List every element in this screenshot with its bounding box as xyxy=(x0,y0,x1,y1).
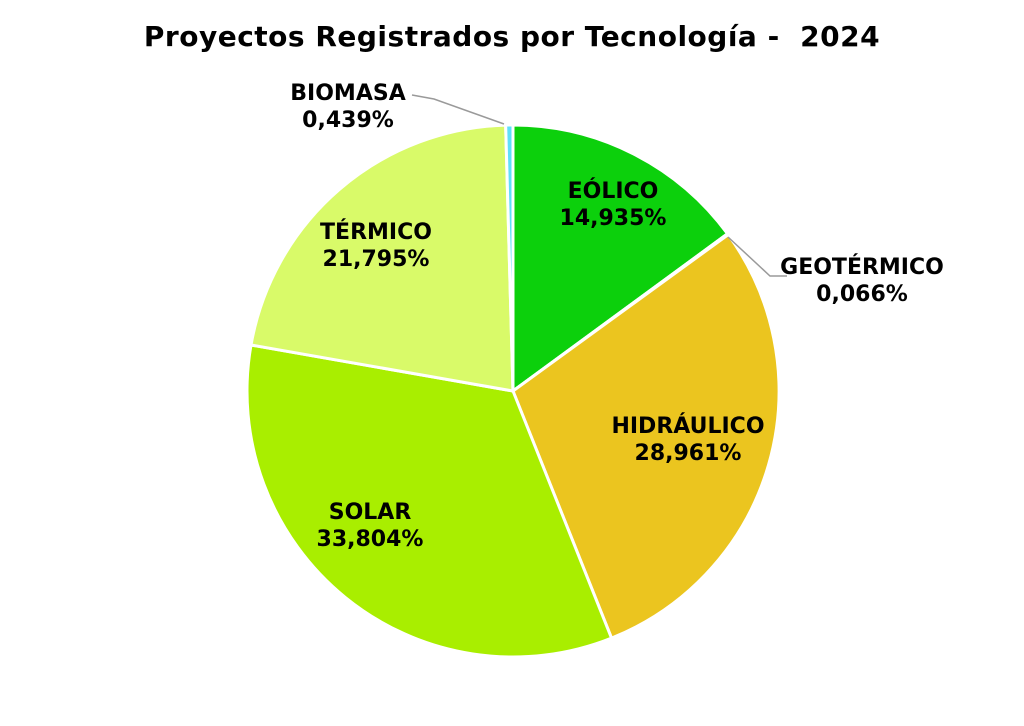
geotermico-leader-line xyxy=(727,236,787,277)
slice-name: SOLAR xyxy=(328,500,412,525)
pie-slice-hidraulico xyxy=(511,233,781,640)
slice-percent: 0,439% xyxy=(302,108,394,133)
biomasa-leader-line xyxy=(411,94,505,125)
slice-percent: 33,804% xyxy=(316,527,424,552)
slice-name: HIDRÁULICO xyxy=(611,414,765,439)
slice-label-biomasa: BIOMASA 0,439% xyxy=(290,80,405,134)
slice-label-geotermico: GEOTÉRMICO 0,066% xyxy=(780,254,944,308)
slice-percent: 28,961% xyxy=(634,441,742,466)
slice-label-termico: TÉRMICO 21,795% xyxy=(320,219,432,273)
slice-percent: 14,935% xyxy=(559,206,667,231)
slice-percent: 21,795% xyxy=(322,247,430,272)
slice-label-hidraulico: HIDRÁULICO 28,961% xyxy=(611,413,764,467)
slice-name: EÓLICO xyxy=(567,179,659,204)
slice-label-solar: SOLAR 33,804% xyxy=(317,499,424,553)
pie-slice-termico xyxy=(249,123,515,393)
pie-slice-biomasa xyxy=(504,123,515,393)
pie-slices xyxy=(245,123,781,659)
slice-name: BIOMASA xyxy=(290,81,406,106)
chart-title: Proyectos Registrados por Tecnología - 2… xyxy=(143,20,881,53)
slice-percent: 0,066% xyxy=(816,282,908,307)
pie-slice-solar xyxy=(245,343,614,659)
pie-slice-eolico xyxy=(511,123,730,393)
slice-name: GEOTÉRMICO xyxy=(780,255,944,280)
slice-label-eolico: EÓLICO 14,935% xyxy=(560,178,667,232)
slice-name: TÉRMICO xyxy=(320,220,432,245)
